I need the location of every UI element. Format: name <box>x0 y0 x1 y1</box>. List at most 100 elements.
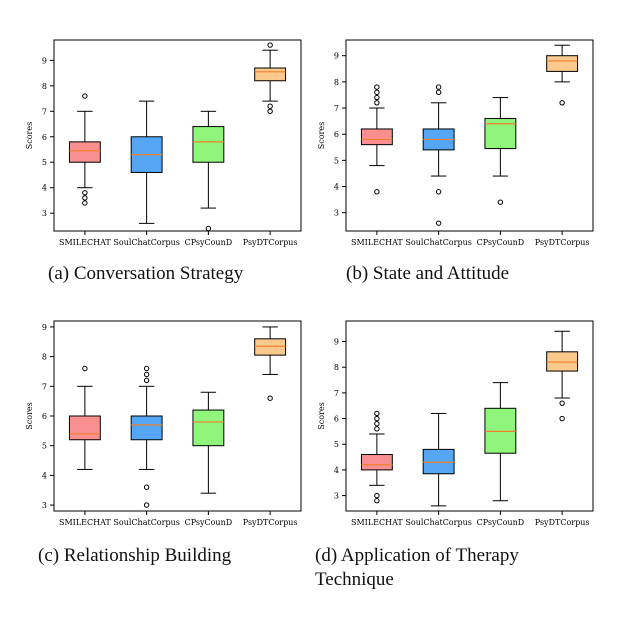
box-soulchatcorpus <box>422 412 455 507</box>
x-tick-label-soulchatcorpus: SoulChatCorpus <box>113 518 179 527</box>
box-smilechat <box>360 84 393 195</box>
box-soulchatcorpus <box>422 84 455 226</box>
outlier-point <box>143 484 150 490</box>
outlier-point <box>267 42 273 48</box>
y-tick-label: 7 <box>334 104 339 113</box>
iqr-box <box>484 117 517 150</box>
x-tick-label-smilechat: SMILECHAT <box>59 518 111 527</box>
outlier-point <box>82 200 88 206</box>
caption-d-line1: (d) Application of Therapy <box>315 545 519 566</box>
x-tick-label-cpsycound: CPsyCounD <box>185 238 233 247</box>
box-cpsycound <box>192 391 225 494</box>
iqr-box <box>422 448 455 475</box>
x-tick-label-psydtcorpus: PsyDTCorpus <box>243 518 298 527</box>
y-tick-label: 4 <box>334 183 339 192</box>
x-tick-label-smilechat: SMILECHAT <box>59 238 111 247</box>
chart-panel-2: 3 4 5 6 7 8 9 Scores SMILECHAT SoulChatCorpus CPsy… <box>25 320 302 527</box>
outlier-point <box>374 492 380 499</box>
x-tick-label-psydtcorpus: PsyDTCorpus <box>243 238 298 247</box>
caption-d-line2: Technique <box>315 569 394 590</box>
box-smilechat <box>68 365 101 470</box>
outlier-point <box>497 199 504 205</box>
iqr-box <box>254 67 287 82</box>
outlier-point <box>435 84 442 90</box>
y-tick-label: 7 <box>42 382 47 391</box>
caption-b: (b) State and Attitude <box>346 263 510 284</box>
y-axis-label: Scores <box>25 402 34 429</box>
y-tick-label: 3 <box>42 501 47 510</box>
x-tick-label-cpsycound: CPsyCounD <box>477 518 525 527</box>
outlier-point <box>374 410 380 417</box>
y-tick-label: 9 <box>42 323 47 332</box>
y-axis-label: Scores <box>25 122 34 149</box>
outlier-point <box>559 100 565 106</box>
y-tick-label: 5 <box>334 440 339 449</box>
iqr-box <box>68 141 101 163</box>
chart-panel-3: 3 4 5 6 7 8 9 Scores SMILECHAT SoulChatCorpus CPsy… <box>317 320 594 527</box>
iqr-box <box>130 415 163 441</box>
y-tick-label: 3 <box>334 492 339 501</box>
y-tick-label: 4 <box>334 466 339 475</box>
plot-frame <box>345 320 594 512</box>
y-axis-label: Scores <box>317 122 326 149</box>
chart-panel-0: 3 4 5 6 7 8 9 Scores SMILECHAT SoulChatCorpus CPsy… <box>25 39 302 247</box>
iqr-box <box>192 409 225 447</box>
y-tick-label: 3 <box>42 209 47 218</box>
x-tick-label-soulchatcorpus: SoulChatCorpus <box>405 238 471 247</box>
outlier-point <box>205 225 212 232</box>
y-axis-label: Scores <box>317 402 326 429</box>
box-cpsycound <box>192 110 225 232</box>
outlier-point <box>267 108 273 115</box>
outlier-point <box>143 377 150 384</box>
outlier-point <box>374 94 380 101</box>
x-tick-label-cpsycound: CPsyCounD <box>185 518 233 527</box>
y-tick-label: 6 <box>42 412 47 421</box>
box-smilechat <box>68 93 101 206</box>
outlier-point <box>143 371 150 378</box>
outlier-point <box>143 502 150 508</box>
box-soulchatcorpus <box>130 100 163 224</box>
box-soulchatcorpus <box>130 365 163 508</box>
y-tick-label: 3 <box>334 209 339 218</box>
outlier-point <box>435 189 442 195</box>
caption-a: (a) Conversation Strategy <box>48 263 244 284</box>
outlier-point <box>435 89 442 96</box>
box-smilechat <box>360 410 393 504</box>
x-tick-label-soulchatcorpus: SoulChatCorpus <box>405 518 471 527</box>
y-tick-label: 9 <box>334 52 339 61</box>
outlier-point <box>374 89 380 96</box>
x-tick-label-soulchatcorpus: SoulChatCorpus <box>113 238 179 247</box>
box-cpsycound <box>484 97 517 205</box>
iqr-box <box>254 338 287 356</box>
y-tick-label: 6 <box>334 415 339 424</box>
x-tick-label-psydtcorpus: PsyDTCorpus <box>535 518 590 527</box>
plot-frame <box>53 39 302 232</box>
y-tick-label: 5 <box>42 442 47 451</box>
iqr-box <box>546 55 579 72</box>
box-psydtcorpus <box>546 330 579 422</box>
outlier-point <box>267 103 273 109</box>
plot-frame <box>345 39 594 232</box>
x-tick-label-psydtcorpus: PsyDTCorpus <box>535 238 590 247</box>
iqr-box <box>546 351 579 372</box>
x-tick-label-smilechat: SMILECHAT <box>351 238 403 247</box>
y-tick-label: 7 <box>42 107 47 116</box>
y-tick-label: 8 <box>42 82 47 91</box>
outlier-point <box>374 498 380 504</box>
outlier-point <box>435 220 442 226</box>
outlier-point <box>82 93 88 99</box>
outlier-point <box>374 84 380 90</box>
box-psydtcorpus <box>546 44 579 106</box>
caption-c: (c) Relationship Building <box>38 545 232 566</box>
outlier-point <box>559 415 565 422</box>
y-tick-label: 6 <box>42 133 47 142</box>
iqr-box <box>192 126 225 163</box>
y-tick-label: 4 <box>42 184 47 193</box>
outlier-point <box>267 395 273 401</box>
y-tick-label: 8 <box>334 78 339 87</box>
y-tick-label: 8 <box>334 363 339 372</box>
y-tick-label: 9 <box>42 56 47 65</box>
outlier-point <box>374 189 380 195</box>
y-tick-label: 4 <box>42 471 47 480</box>
